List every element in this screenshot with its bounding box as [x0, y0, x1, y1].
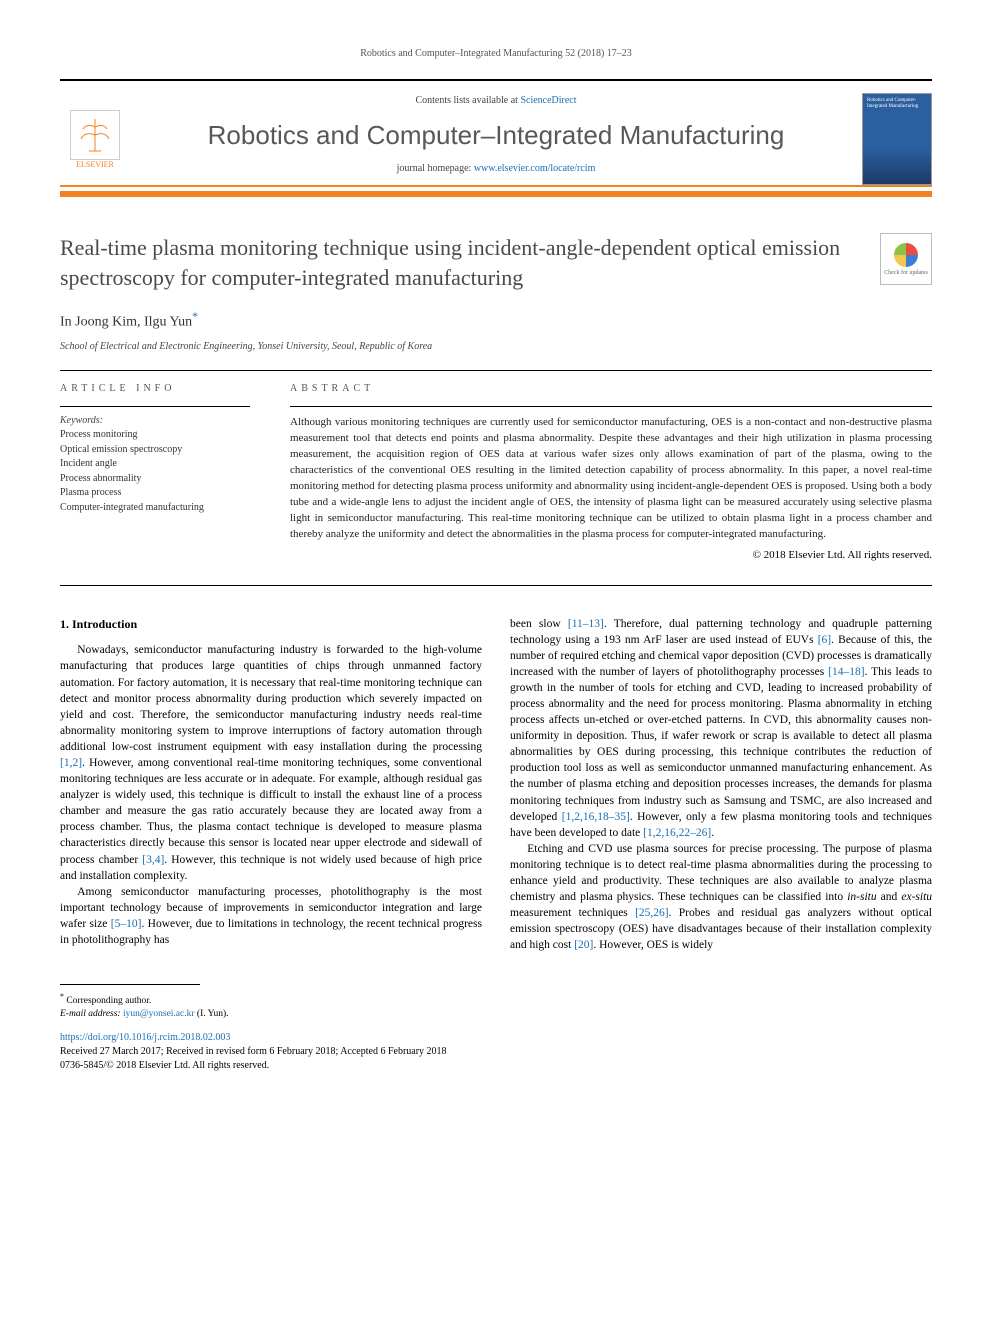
keywords-list: Process monitoringOptical emission spect… — [60, 428, 250, 515]
elsevier-tree-icon — [70, 110, 120, 160]
p1a: Nowadays, semiconductor manufacturing in… — [60, 644, 482, 753]
publisher-name: ELSEVIER — [76, 160, 114, 169]
doi-link[interactable]: https://doi.org/10.1016/j.rcim.2018.02.0… — [60, 1032, 230, 1043]
authors: In Joong Kim, Ilgu Yun* — [60, 310, 860, 331]
intro-p4: Etching and CVD use plasma sources for p… — [510, 841, 932, 954]
article-head: Real-time plasma monitoring technique us… — [60, 233, 932, 352]
affiliation: School of Electrical and Electronic Engi… — [60, 341, 860, 352]
ref-link[interactable]: [14–18] — [828, 666, 864, 678]
article-info-rule — [60, 406, 250, 407]
body-columns: 1. Introduction Nowadays, semiconductor … — [60, 616, 932, 954]
ref-link[interactable]: [25,26] — [635, 907, 669, 919]
abstract-copyright: © 2018 Elsevier Ltd. All rights reserved… — [290, 549, 932, 561]
ref-link[interactable]: [1,2,16,22–26] — [643, 827, 711, 839]
orange-bar — [60, 191, 932, 197]
journal-name: Robotics and Computer–Integrated Manufac… — [146, 120, 846, 151]
ref-link[interactable]: [11–13] — [568, 618, 604, 630]
footnote-block: * Corresponding author. E-mail address: … — [60, 991, 932, 1022]
homepage-prefix: journal homepage: — [397, 163, 474, 174]
email-link[interactable]: iyun@yonsei.ac.kr — [123, 1009, 195, 1019]
abstract-col: ABSTRACT Although various monitoring tec… — [290, 383, 932, 561]
keyword-item: Process abnormality — [60, 472, 250, 487]
abstract-text: Although various monitoring techniques a… — [290, 415, 932, 543]
abstract-label: ABSTRACT — [290, 383, 932, 394]
contents-prefix: Contents lists available at — [415, 95, 520, 106]
cover-text: Robotics and Computer-Integrated Manufac… — [863, 94, 931, 114]
email-paren: (I. Yun). — [197, 1009, 229, 1019]
intro-p1: Nowadays, semiconductor manufacturing in… — [60, 642, 482, 883]
contents-line: Contents lists available at ScienceDirec… — [146, 95, 846, 106]
article-info-col: ARTICLE INFO Keywords: Process monitorin… — [60, 383, 250, 561]
italic-exsitu: ex-situ — [901, 891, 932, 903]
email-line: E-mail address: iyun@yonsei.ac.kr (I. Yu… — [60, 1008, 932, 1021]
check-updates-badge[interactable]: Check for updates — [880, 233, 932, 285]
masthead: ELSEVIER Contents lists available at Sci… — [60, 79, 932, 187]
keyword-item: Process monitoring — [60, 428, 250, 443]
article-title: Real-time plasma monitoring technique us… — [60, 233, 860, 292]
p4c: measurement techniques — [510, 907, 635, 919]
ref-link[interactable]: [6] — [818, 634, 831, 646]
ref-link[interactable]: [1,2] — [60, 757, 82, 769]
keyword-item: Optical emission spectroscopy — [60, 443, 250, 458]
doi-block: https://doi.org/10.1016/j.rcim.2018.02.0… — [60, 1031, 932, 1073]
p4e: . However, OES is widely — [593, 939, 713, 951]
author-names: In Joong Kim, Ilgu Yun — [60, 315, 192, 330]
corr-note: * Corresponding author. — [60, 991, 932, 1008]
homepage-link[interactable]: www.elsevier.com/locate/rcim — [474, 163, 596, 174]
intro-p3: been slow [11–13]. Therefore, dual patte… — [510, 616, 932, 841]
issn-line: 0736-5845/© 2018 Elsevier Ltd. All right… — [60, 1059, 932, 1073]
ref-link[interactable]: [1,2,16,18–35] — [562, 811, 630, 823]
keyword-item: Plasma process — [60, 486, 250, 501]
corr-text: Corresponding author. — [66, 996, 151, 1006]
journal-cover-thumb: Robotics and Computer-Integrated Manufac… — [862, 93, 932, 185]
ref-link[interactable]: [3,4] — [142, 854, 164, 866]
ref-link[interactable]: [5–10] — [111, 918, 142, 930]
meta-abstract-row: ARTICLE INFO Keywords: Process monitorin… — [60, 383, 932, 561]
abstract-rule — [290, 406, 932, 407]
corr-symbol: * — [60, 992, 64, 1001]
italic-insitu: in-situ — [847, 891, 876, 903]
email-label: E-mail address: — [60, 1009, 121, 1019]
masthead-center: Contents lists available at ScienceDirec… — [146, 95, 846, 184]
p3f: . — [711, 827, 714, 839]
p3a: been slow — [510, 618, 568, 630]
p1b: . However, among conventional real-time … — [60, 757, 482, 866]
check-updates-label: Check for updates — [884, 270, 928, 276]
ref-link[interactable]: [20] — [574, 939, 593, 951]
corr-marker: * — [192, 310, 198, 323]
article-info-label: ARTICLE INFO — [60, 383, 250, 394]
footnote-rule — [60, 984, 200, 985]
sciencedirect-link[interactable]: ScienceDirect — [520, 95, 576, 106]
keyword-item: Computer-integrated manufacturing — [60, 501, 250, 516]
history-line: Received 27 March 2017; Received in revi… — [60, 1045, 932, 1059]
rule-mid — [60, 585, 932, 586]
keywords-label: Keywords: — [60, 415, 250, 426]
keyword-item: Incident angle — [60, 457, 250, 472]
p4b: and — [877, 891, 902, 903]
intro-p2: Among semiconductor manufacturing proces… — [60, 884, 482, 948]
p3d: . This leads to growth in the number of … — [510, 666, 932, 823]
homepage-line: journal homepage: www.elsevier.com/locat… — [146, 163, 846, 174]
check-updates-icon — [894, 243, 918, 267]
rule-top — [60, 370, 932, 371]
intro-heading: 1. Introduction — [60, 616, 482, 633]
running-head: Robotics and Computer–Integrated Manufac… — [60, 48, 932, 59]
elsevier-logo: ELSEVIER — [60, 99, 130, 179]
